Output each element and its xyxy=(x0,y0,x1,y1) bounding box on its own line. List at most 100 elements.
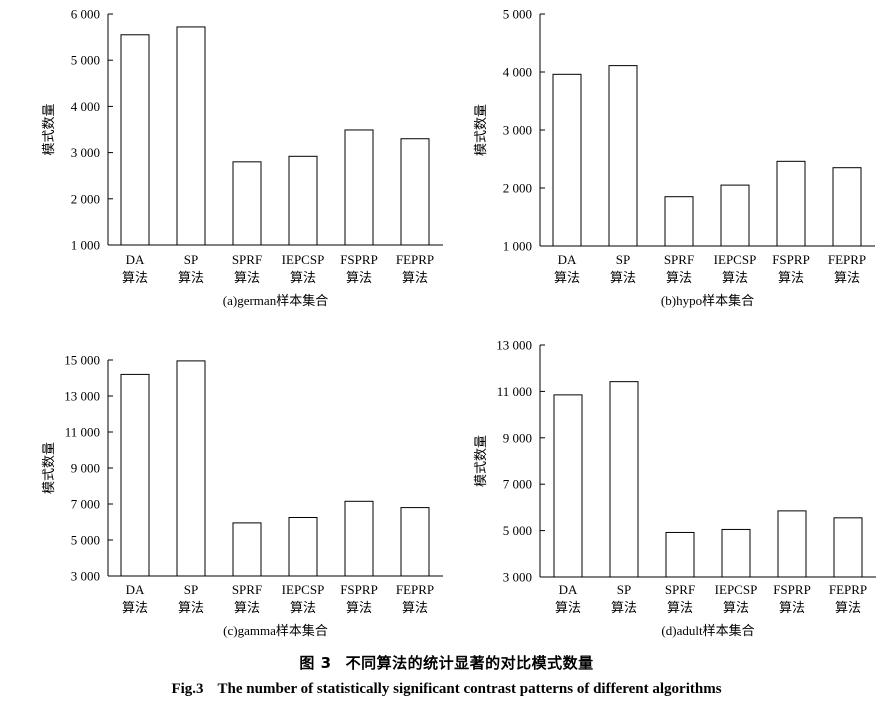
bar xyxy=(832,167,862,247)
bar xyxy=(288,155,318,246)
caption-en-text: The number of statistically significant … xyxy=(217,681,722,697)
x-category-label: FSPRP xyxy=(340,582,378,597)
chart-panel-2: 1 000 2 000 3 000 4 000 5 000 模式数量 DA 算法 SP 算法 SPR… xyxy=(474,7,875,308)
x-category-sublabel: 算法 xyxy=(234,601,260,616)
x-category-sublabel: 算法 xyxy=(234,271,260,286)
bar xyxy=(553,394,583,578)
x-category-label: SP xyxy=(617,582,631,597)
y-tick-label: 6 000 xyxy=(71,7,100,22)
x-category-sublabel: 算法 xyxy=(290,601,316,616)
bar xyxy=(400,507,430,577)
bar xyxy=(721,528,751,578)
x-category-sublabel: 算法 xyxy=(554,271,580,286)
chart-title: (d)adult样本集合 xyxy=(661,623,754,638)
y-tick-label: 3 000 xyxy=(71,145,100,160)
y-tick-label: 13 000 xyxy=(496,338,532,353)
x-category-label: DA xyxy=(558,252,577,267)
bar xyxy=(344,500,374,577)
chart-title: (c)gamma样本集合 xyxy=(223,623,328,638)
y-tick-label: 5 000 xyxy=(71,533,100,548)
chart-panel-3: 3 000 5 000 7 000 9 000 11 000 13 000 15 000 模式… xyxy=(42,353,443,638)
chart-panel-1: 1 000 2 000 3 000 4 000 5 000 6 000 模式数量 DA 算法 SP… xyxy=(42,7,443,308)
y-tick-label: 1 000 xyxy=(503,239,532,254)
x-category-sublabel: 算法 xyxy=(667,601,693,616)
bar xyxy=(833,517,863,578)
y-axis-title: 模式数量 xyxy=(42,442,57,494)
x-category-sublabel: 算法 xyxy=(290,271,316,286)
x-category-label: SPRF xyxy=(665,582,695,597)
x-category-sublabel: 算法 xyxy=(835,601,861,616)
y-tick-label: 2 000 xyxy=(71,191,100,206)
y-axis-title: 模式数量 xyxy=(42,103,57,155)
x-category-sublabel: 算法 xyxy=(611,601,637,616)
y-tick-label: 3 000 xyxy=(503,570,532,585)
x-category-sublabel: 算法 xyxy=(555,601,581,616)
x-category-sublabel: 算法 xyxy=(122,271,148,286)
x-category-label: SP xyxy=(616,252,630,267)
x-category-label: FEPRP xyxy=(829,582,867,597)
y-tick-label: 13 000 xyxy=(64,389,100,404)
x-category-sublabel: 算法 xyxy=(402,271,428,286)
bar xyxy=(664,196,694,247)
x-category-label: FSPRP xyxy=(772,252,810,267)
x-category-sublabel: 算法 xyxy=(610,271,636,286)
bar xyxy=(720,184,750,247)
x-category-sublabel: 算法 xyxy=(122,601,148,616)
x-category-label: SP xyxy=(184,582,198,597)
y-tick-label: 1 000 xyxy=(71,238,100,253)
x-category-label: SPRF xyxy=(232,582,262,597)
bar xyxy=(777,510,807,578)
bar xyxy=(400,138,430,246)
x-category-sublabel: 算法 xyxy=(178,601,204,616)
x-category-sublabel: 算法 xyxy=(778,271,804,286)
y-tick-label: 5 000 xyxy=(503,7,532,22)
y-tick-label: 4 000 xyxy=(503,65,532,80)
y-tick-label: 4 000 xyxy=(71,99,100,114)
x-category-label: IEPCSP xyxy=(282,252,325,267)
x-category-sublabel: 算法 xyxy=(723,601,749,616)
bar xyxy=(176,360,206,577)
x-category-label: SP xyxy=(184,252,198,267)
bar xyxy=(776,160,806,247)
x-category-sublabel: 算法 xyxy=(666,271,692,286)
figure-caption-chinese: 图 3 不同算法的统计显著的对比模式数量 xyxy=(0,652,893,673)
x-category-label: FEPRP xyxy=(396,582,434,597)
y-tick-label: 11 000 xyxy=(497,384,532,399)
chart-panel-4: 3 000 5 000 7 000 9 000 11 000 13 000 模式数量 DA 算法… xyxy=(474,338,876,638)
x-category-label: IEPCSP xyxy=(714,252,757,267)
x-category-sublabel: 算法 xyxy=(178,271,204,286)
bar xyxy=(344,129,374,246)
bar xyxy=(120,34,150,246)
bar xyxy=(232,161,262,246)
y-tick-label: 3 000 xyxy=(71,569,100,584)
x-category-label: IEPCSP xyxy=(715,582,758,597)
y-tick-label: 2 000 xyxy=(503,181,532,196)
y-tick-label: 7 000 xyxy=(503,477,532,492)
bar xyxy=(609,381,639,578)
y-tick-label: 3 000 xyxy=(503,123,532,138)
y-tick-label: 5 000 xyxy=(71,53,100,68)
bar xyxy=(552,73,582,247)
x-category-sublabel: 算法 xyxy=(346,271,372,286)
x-category-sublabel: 算法 xyxy=(402,601,428,616)
y-tick-label: 9 000 xyxy=(503,430,532,445)
y-tick-label: 7 000 xyxy=(71,497,100,512)
x-category-label: FEPRP xyxy=(396,252,434,267)
caption-en-label: Fig.3 xyxy=(171,681,204,697)
figure-caption-english: Fig.3 The number of statistically signifi… xyxy=(0,681,893,698)
chart-title: (b)hypo样本集合 xyxy=(661,293,754,308)
bar xyxy=(232,522,262,577)
x-category-label: DA xyxy=(126,582,145,597)
x-category-sublabel: 算法 xyxy=(722,271,748,286)
x-category-sublabel: 算法 xyxy=(779,601,805,616)
x-category-label: IEPCSP xyxy=(282,582,325,597)
bar xyxy=(176,26,206,246)
y-tick-label: 5 000 xyxy=(503,523,532,538)
y-axis-title: 模式数量 xyxy=(474,104,489,156)
x-category-label: FEPRP xyxy=(828,252,866,267)
bar xyxy=(120,373,150,577)
y-tick-label: 9 000 xyxy=(71,461,100,476)
y-axis-title: 模式数量 xyxy=(474,435,489,487)
y-tick-label: 11 000 xyxy=(65,425,100,440)
